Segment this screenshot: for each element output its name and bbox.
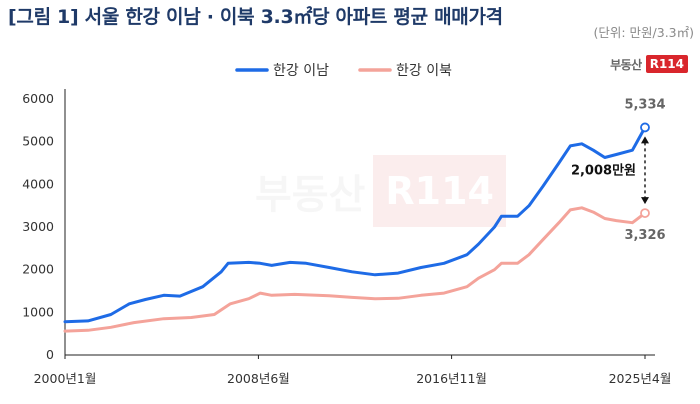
y-tick-label: 1000 [22, 304, 54, 319]
x-tick-label: 2025년4월 [609, 371, 672, 386]
brand-logo: 부동산 R114 [610, 55, 688, 73]
end-point-north [640, 208, 650, 218]
series-line-north [63, 206, 647, 333]
logo-text: 부동산 [610, 57, 642, 72]
x-tick-label: 2008년6월 [227, 371, 290, 386]
series-line-south [63, 125, 647, 324]
gap-label-bg [568, 159, 640, 180]
end-label-south: 5,334 [624, 97, 665, 112]
y-tick-label: 5000 [22, 134, 54, 149]
watermark: 부동산 R114 [255, 155, 506, 227]
x-tick-label: 2016년11월 [416, 371, 487, 386]
gap-arrow-head-down [641, 197, 649, 205]
y-tick-label: 4000 [22, 176, 54, 191]
end-point-south [640, 122, 650, 133]
end-label-north: 3,326 [624, 228, 665, 243]
watermark-text: 부동산 [255, 172, 366, 218]
chart-title: [그림 1] 서울 한강 이남 · 이북 3.3㎡당 아파트 평균 매매가격 [8, 6, 503, 28]
legend-label-south: 한강 이남 [273, 63, 329, 79]
watermark-mark: R114 [373, 155, 506, 227]
logo-mark: R114 [645, 55, 688, 73]
y-tick-label: 3000 [22, 219, 54, 234]
y-tick-label: 6000 [22, 91, 54, 106]
unit-label: (단위: 만원/3.3㎡) [593, 25, 694, 40]
y-tick-label: 0 [46, 347, 54, 362]
y-tick-label: 2000 [22, 262, 54, 277]
gap-arrow-head-up [641, 136, 649, 144]
x-tick-label: 2000년1월 [34, 371, 97, 386]
gap-label: 2,008만원 [571, 162, 636, 178]
legend-label-north: 한강 이북 [396, 63, 452, 79]
